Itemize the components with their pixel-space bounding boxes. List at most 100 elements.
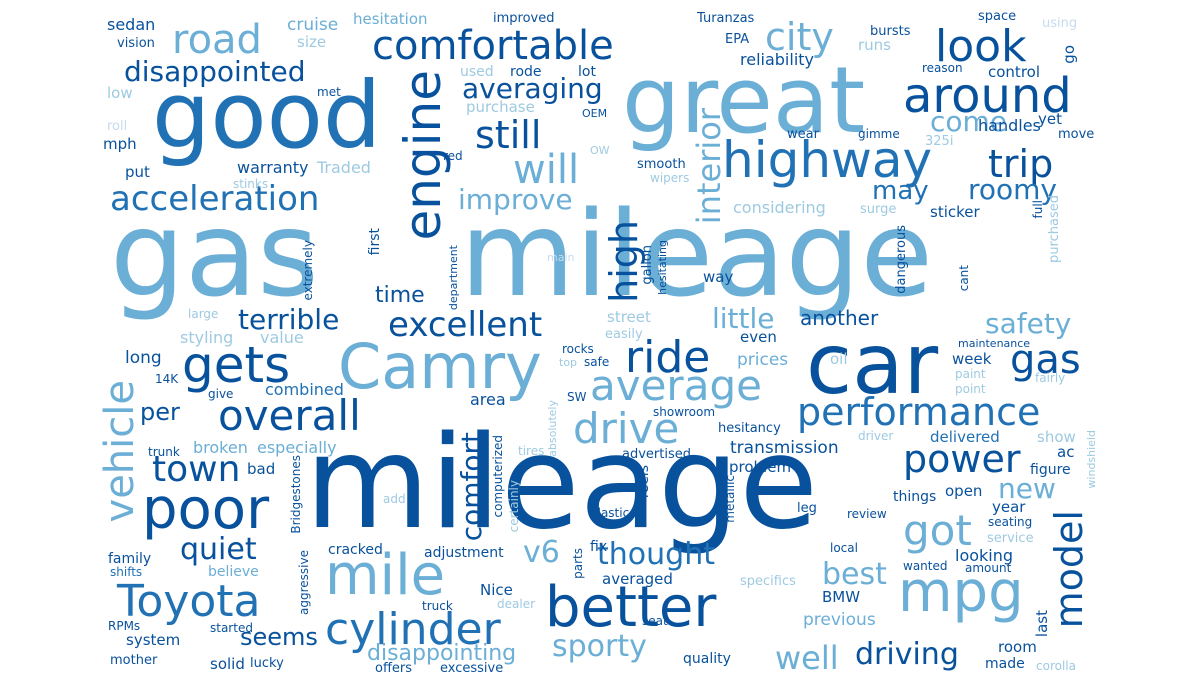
- word-last: last: [1033, 610, 1051, 638]
- word-v6: v6: [523, 535, 560, 570]
- word-wipers: wipers: [650, 171, 690, 185]
- word-figure: figure: [1030, 462, 1071, 478]
- word-aggressive: aggressive: [297, 550, 311, 615]
- word-cruise: cruise: [287, 15, 339, 35]
- word-bridgestones: Bridgestones: [289, 455, 303, 534]
- word-reason: reason: [922, 61, 963, 75]
- word-showroom: showroom: [653, 405, 716, 419]
- word-department: department: [447, 245, 460, 311]
- word-ac: ac: [1057, 443, 1075, 461]
- word-leg: leg: [797, 501, 817, 516]
- word-bmw: BMW: [822, 588, 861, 606]
- word-acceleration: acceleration: [110, 179, 320, 219]
- word-truck: truck: [422, 599, 453, 613]
- word-give: give: [208, 387, 234, 401]
- word-per: per: [140, 398, 180, 426]
- word-size: size: [297, 33, 327, 51]
- word-especially: especially: [257, 438, 337, 457]
- word-town: town: [152, 449, 241, 490]
- word-excessive: excessive: [440, 661, 504, 676]
- word-roll: roll: [107, 119, 128, 134]
- word-trunk: trunk: [148, 445, 180, 459]
- word-windshield: windshield: [1085, 430, 1098, 489]
- word-full: full: [1031, 200, 1045, 219]
- word-local: local: [830, 541, 858, 555]
- word-purchase: purchase: [466, 98, 535, 116]
- word-metallic: metallic: [723, 475, 737, 523]
- word-feels: feels: [636, 465, 652, 499]
- word-lucky: lucky: [250, 656, 284, 671]
- word-styling: styling: [180, 328, 234, 347]
- word-tires: tires: [518, 444, 545, 458]
- word-delivered: delivered: [930, 428, 1000, 446]
- word-come: come: [930, 105, 1008, 138]
- word-nice: Nice: [480, 581, 513, 599]
- word-top: top: [559, 356, 578, 369]
- word-325i: 325i: [925, 134, 954, 149]
- word-cylinder: cylinder: [325, 604, 501, 655]
- word-mother: mother: [110, 653, 158, 668]
- word-engine: engine: [394, 70, 452, 241]
- word-vehicle: vehicle: [97, 380, 143, 523]
- word-show: show: [1037, 428, 1076, 446]
- word-interior: interior: [690, 108, 728, 225]
- word-used: used: [460, 64, 494, 80]
- word-parts: parts: [571, 548, 585, 579]
- word-traded: Traded: [317, 158, 371, 177]
- word-great: great: [622, 47, 866, 154]
- word-control: control: [988, 63, 1040, 81]
- word-camry: Camry: [338, 330, 542, 403]
- word-car: car: [806, 315, 939, 413]
- word-using: using: [1042, 16, 1078, 31]
- word-week: week: [952, 350, 992, 368]
- word-transmission: transmission: [730, 438, 839, 458]
- word-excellent: excellent: [388, 305, 543, 345]
- word-driving: driving: [855, 637, 959, 672]
- word-offers: offers: [375, 661, 413, 676]
- word-hesitation: hesitation: [353, 10, 428, 28]
- word-safety: safety: [985, 307, 1072, 340]
- word-absolutely: absolutely: [546, 400, 559, 457]
- word-computerized: computerized: [491, 435, 505, 518]
- word-power: power: [903, 437, 1021, 481]
- word-rode: rode: [510, 64, 542, 80]
- word-model: model: [1047, 510, 1091, 629]
- word-improved: improved: [493, 11, 555, 26]
- word-road: road: [172, 17, 262, 63]
- word-family: family: [108, 551, 152, 567]
- word-smooth: smooth: [637, 157, 686, 172]
- word-ride: ride: [625, 332, 711, 383]
- word-open: open: [945, 482, 983, 500]
- word-advertised: advertised: [622, 447, 691, 462]
- word-move: move: [1058, 127, 1095, 142]
- word-review: review: [847, 507, 887, 521]
- word-value: value: [260, 328, 304, 347]
- word-disappointing: disappointing: [367, 641, 517, 666]
- word-street: street: [607, 308, 651, 326]
- word-shifts: shifts: [110, 565, 143, 579]
- word-quiet: quiet: [180, 532, 257, 567]
- word-space: space: [978, 9, 1017, 24]
- word-service: service: [987, 531, 1034, 546]
- word-highway: highway: [722, 131, 933, 189]
- word-met: met: [317, 85, 341, 99]
- word-runs: runs: [858, 36, 891, 54]
- word-mileage-secondary: mileage: [460, 185, 933, 323]
- word-got: got: [903, 506, 972, 555]
- word-fix: fix: [590, 539, 608, 555]
- word-seat: seat: [642, 614, 668, 628]
- word-paint: paint: [955, 367, 986, 381]
- word-wear: wear: [787, 127, 819, 142]
- word-may: may: [872, 176, 929, 206]
- word-system: system: [126, 631, 181, 649]
- word-best: best: [822, 557, 887, 592]
- word-hesitating: hesitating: [656, 240, 669, 295]
- word-vision: vision: [117, 36, 155, 51]
- word-put: put: [125, 163, 150, 181]
- word-previous: previous: [803, 610, 876, 630]
- word-surge: surge: [860, 202, 897, 217]
- word-amount: amount: [965, 561, 1012, 575]
- word-combined: combined: [265, 380, 344, 399]
- word-mpg: mpg: [898, 560, 1024, 625]
- word-seems: seems: [240, 623, 318, 651]
